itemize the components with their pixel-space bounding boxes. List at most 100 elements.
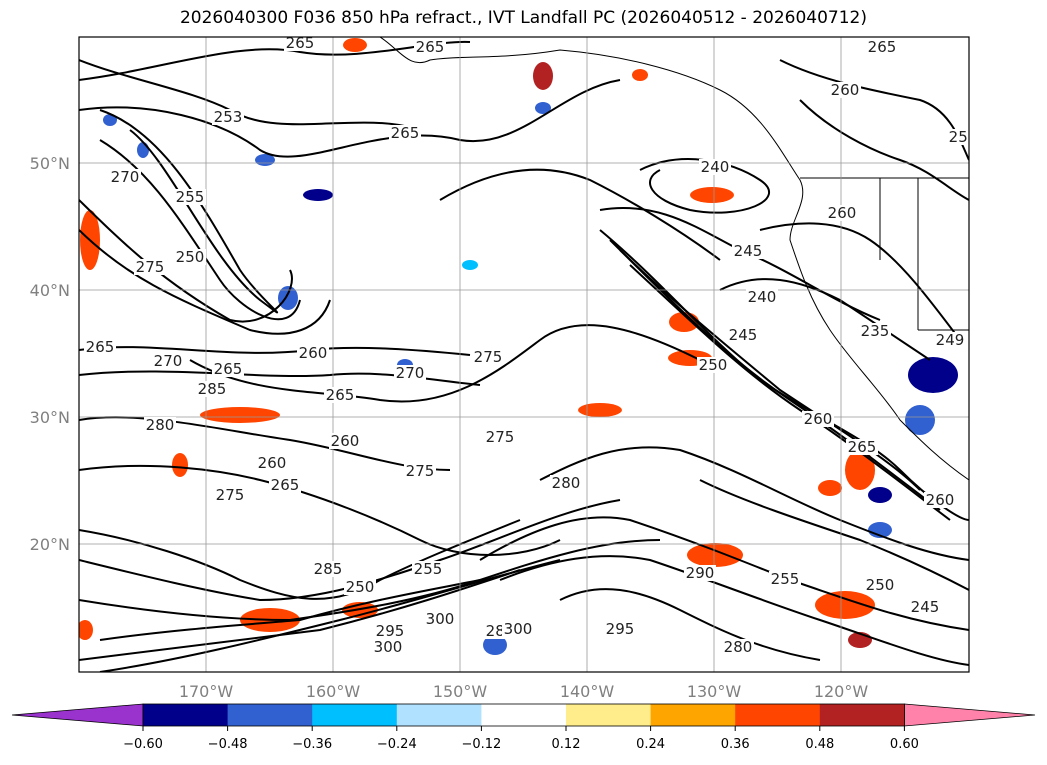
contour-label: 265 xyxy=(271,476,300,494)
contour-label: 285 xyxy=(314,560,343,578)
contour-label: 285 xyxy=(198,380,227,398)
contour-label: 260 xyxy=(831,81,860,99)
contour-label-bg xyxy=(502,621,534,637)
contour-label-bg xyxy=(344,579,376,595)
graticule xyxy=(79,37,969,672)
colorbar-tick-label: 0.36 xyxy=(721,737,750,752)
colorbar-segment xyxy=(396,704,482,726)
contour-label-bg xyxy=(769,571,801,587)
contour-label-bg xyxy=(550,475,582,491)
contour-label-bg xyxy=(374,623,406,639)
colorbar-tick-label: −0.36 xyxy=(292,737,332,752)
contour-label-bg xyxy=(84,339,116,355)
colorbar-tick-label: 0.48 xyxy=(805,737,834,752)
contour-label-bg xyxy=(472,349,504,365)
contour-label-bg xyxy=(144,417,176,433)
contour-label-bg xyxy=(389,125,421,141)
contour-label: 250 xyxy=(176,248,205,266)
plot-frame xyxy=(78,36,970,673)
contour-label: 250 xyxy=(699,356,728,374)
contour-label: 240 xyxy=(748,288,777,306)
colorbar-tick-label: −0.60 xyxy=(123,737,163,752)
contour-label-bg xyxy=(404,463,436,479)
plot-area xyxy=(79,37,969,672)
contour-label: 295 xyxy=(606,620,635,638)
longitude-labels: 170°W 160°W 150°W 140°W 130°W 120°W xyxy=(179,682,869,701)
contour-label-bg xyxy=(412,561,444,577)
contour-label: 253 xyxy=(214,108,243,126)
contour-label-bg xyxy=(604,621,636,637)
colorbar-segment xyxy=(566,704,652,726)
contour-label: 265 xyxy=(868,38,897,56)
contour-label-bg xyxy=(394,365,426,381)
contour-label: 260 xyxy=(804,410,833,428)
contour-label-bg xyxy=(212,109,244,125)
colorbar-tick-label: −0.24 xyxy=(377,737,417,752)
contour-label-bg xyxy=(329,433,361,449)
contour-label-bg xyxy=(684,565,716,581)
contour-label: 255 xyxy=(176,188,205,206)
contour-label: 245 xyxy=(729,326,758,344)
latitude-labels: 50°N 40°N 30°N 20°N xyxy=(30,154,70,554)
contour-label: 260 xyxy=(299,344,328,362)
contour-label-bg xyxy=(829,82,861,98)
colorbar-extend-min xyxy=(11,703,144,727)
colorbar-segment xyxy=(227,704,313,726)
contour-label: 249 xyxy=(936,331,965,349)
contour-label-bg xyxy=(859,323,891,339)
contour-label: 265 xyxy=(214,360,243,378)
contour-label-bg xyxy=(134,259,166,275)
lat-label-20: 20°N xyxy=(30,535,70,554)
contour-label: 280 xyxy=(724,638,753,656)
contour-label: 275 xyxy=(486,428,515,446)
contour-label-bg xyxy=(909,599,941,615)
contour-label: 255 xyxy=(771,570,800,588)
contour-label-bg xyxy=(934,332,966,348)
contour-label-bg xyxy=(732,243,764,259)
coastlines xyxy=(379,37,969,481)
contour-label: 290 xyxy=(686,564,715,582)
lat-label-50: 50°N xyxy=(30,154,70,173)
colorbar-tick-label: −0.12 xyxy=(461,737,501,752)
contour-label: 280 xyxy=(552,474,581,492)
contour-label: 270 xyxy=(154,352,183,370)
contour-label: 260 xyxy=(926,491,955,509)
contour-label-bg xyxy=(269,477,301,493)
contour-label-bg xyxy=(297,345,329,361)
contour-label-bg xyxy=(174,249,206,265)
contour-label: 260 xyxy=(828,204,857,222)
contour-label: 270 xyxy=(111,168,140,186)
contour-label-bg xyxy=(924,492,956,508)
colorbar-segment xyxy=(481,704,567,726)
contour-label-bg xyxy=(722,639,754,655)
lon-label-140w: 140°W xyxy=(560,682,615,701)
contour-label-bg xyxy=(324,387,356,403)
contour-label: 275 xyxy=(406,462,435,480)
contour-label-bg xyxy=(846,439,878,455)
contour-label-bg xyxy=(214,487,246,503)
lon-label-120w: 120°W xyxy=(814,682,869,701)
contour-label-bg xyxy=(109,169,141,185)
contour-label-bg xyxy=(196,381,228,397)
refractivity-anomaly-shading xyxy=(79,38,958,655)
contour-label-bg xyxy=(866,39,898,55)
colorbar-segment xyxy=(143,704,229,726)
map-title: 2026040300 F036 850 hPa refract., IVT La… xyxy=(179,8,867,28)
contour-label-bg xyxy=(174,189,206,205)
colorbar-segment xyxy=(650,704,736,726)
contour-label: 295 xyxy=(376,622,405,640)
contour-label: 250 xyxy=(346,578,375,596)
contour-label: 275 xyxy=(136,258,165,276)
contour-label: 260 xyxy=(331,432,360,450)
contour-label-bg xyxy=(312,561,344,577)
colorbar-outline xyxy=(142,703,905,727)
contour-label-bg xyxy=(284,37,316,51)
colorbar-ticks: −0.60 −0.48 −0.36 −0.24 −0.12 0.12 0.24 0.36 0.4… xyxy=(123,726,919,752)
colorbar-segment xyxy=(735,704,821,726)
contour-label: 300 xyxy=(374,638,403,656)
contour-label: 265 xyxy=(326,386,355,404)
contour-label: 265 xyxy=(416,38,445,56)
contour-label-bg xyxy=(802,411,834,427)
